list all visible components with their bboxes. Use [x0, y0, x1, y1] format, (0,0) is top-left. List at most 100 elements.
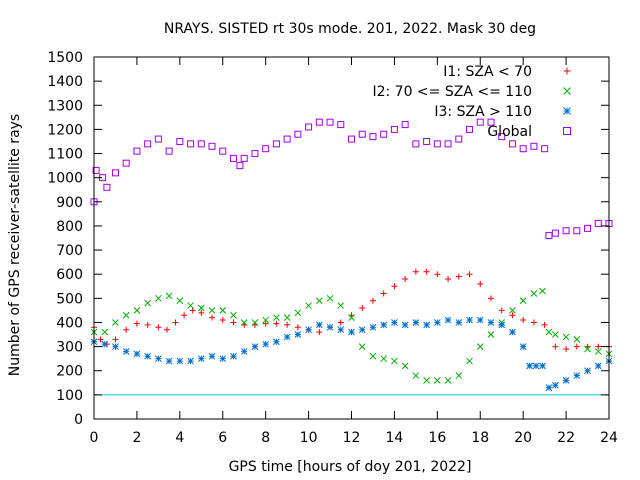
data-point [423, 137, 431, 145]
data-point [551, 229, 559, 237]
y-tick-label: 1400 [47, 74, 83, 90]
legend-label: I2: 70 <= SZA <= 110 [372, 84, 532, 100]
legend-marker [563, 127, 571, 135]
data-point [197, 140, 205, 148]
series-3 [90, 316, 613, 391]
data-point [337, 302, 345, 309]
x-tick-label: 10 [300, 430, 318, 446]
data-point [423, 268, 430, 275]
data-point [573, 343, 580, 350]
data-point [358, 130, 366, 138]
legend-label: I1: SZA < 70 [443, 64, 532, 80]
data-point [208, 142, 216, 150]
data-point [103, 183, 111, 191]
data-point [112, 319, 119, 326]
data-point [111, 169, 119, 177]
data-point [236, 162, 244, 170]
data-point [230, 311, 237, 319]
data-point [433, 377, 441, 384]
data-point [294, 324, 301, 331]
data-point [380, 290, 387, 297]
data-point [251, 150, 259, 158]
data-point [369, 297, 376, 304]
data-point [476, 316, 484, 324]
data-point [155, 324, 162, 331]
y-tick-label: 800 [56, 219, 83, 235]
data-point [552, 381, 559, 389]
data-point [487, 118, 495, 126]
data-point [401, 321, 409, 329]
data-point [498, 307, 505, 314]
legend-marker [563, 67, 571, 75]
data-point [219, 355, 227, 363]
data-point [444, 316, 452, 324]
data-point [562, 227, 570, 235]
legend-label: Global [487, 124, 532, 140]
data-point [305, 123, 313, 131]
data-point [348, 135, 355, 143]
y-tick-label: 1000 [47, 171, 83, 187]
data-point [155, 355, 162, 363]
data-point [229, 154, 237, 162]
data-point [176, 357, 184, 365]
data-point [380, 130, 388, 138]
y-tick-label: 900 [56, 195, 83, 211]
data-point [262, 145, 270, 153]
data-point [519, 297, 527, 305]
data-point [273, 320, 280, 327]
data-point [390, 125, 398, 133]
series-1 [91, 268, 612, 353]
data-point [305, 326, 312, 334]
x-tick-label: 24 [600, 430, 618, 446]
y-axis-label: Number of GPS receiver-satellite rays [7, 114, 23, 376]
data-point [562, 333, 570, 341]
data-point [545, 384, 553, 391]
data-point [273, 314, 280, 321]
data-series-layer [90, 118, 613, 391]
data-point [539, 287, 546, 295]
data-point [563, 346, 570, 353]
data-point [584, 345, 591, 353]
data-point [198, 309, 205, 316]
data-point [476, 118, 484, 126]
data-point [509, 312, 516, 319]
x-tick-label: 20 [514, 430, 532, 446]
chart-title: NRAYS. SISTED rt 30s mode. 201, 2022. Ma… [164, 21, 536, 37]
data-point [584, 224, 592, 232]
data-point [509, 328, 516, 336]
data-point [219, 317, 226, 324]
data-point [154, 135, 162, 143]
data-point [466, 357, 473, 365]
data-point [97, 336, 104, 343]
data-point [476, 343, 484, 350]
data-point [283, 314, 291, 321]
data-point [348, 328, 355, 336]
x-tick-label: 4 [175, 430, 184, 446]
data-point [391, 283, 398, 290]
data-point [144, 299, 151, 307]
data-point [545, 232, 553, 240]
data-point [359, 304, 366, 311]
data-point [539, 362, 546, 370]
data-point [412, 372, 420, 379]
data-point [251, 343, 259, 350]
data-point [294, 331, 302, 338]
data-point [455, 319, 463, 326]
data-point [594, 220, 602, 228]
data-point [401, 362, 409, 370]
data-point [133, 350, 141, 358]
legend-marker [563, 107, 571, 115]
data-point [433, 319, 441, 326]
data-point [423, 377, 430, 384]
data-point [423, 321, 430, 329]
data-point [251, 319, 259, 326]
data-point [380, 355, 388, 363]
data-point [455, 135, 463, 143]
data-point [380, 321, 388, 329]
data-point [294, 309, 302, 317]
y-tick-label: 700 [56, 243, 83, 259]
data-point [294, 130, 302, 138]
data-point [197, 355, 205, 363]
data-point [272, 140, 280, 148]
data-point [316, 329, 323, 336]
